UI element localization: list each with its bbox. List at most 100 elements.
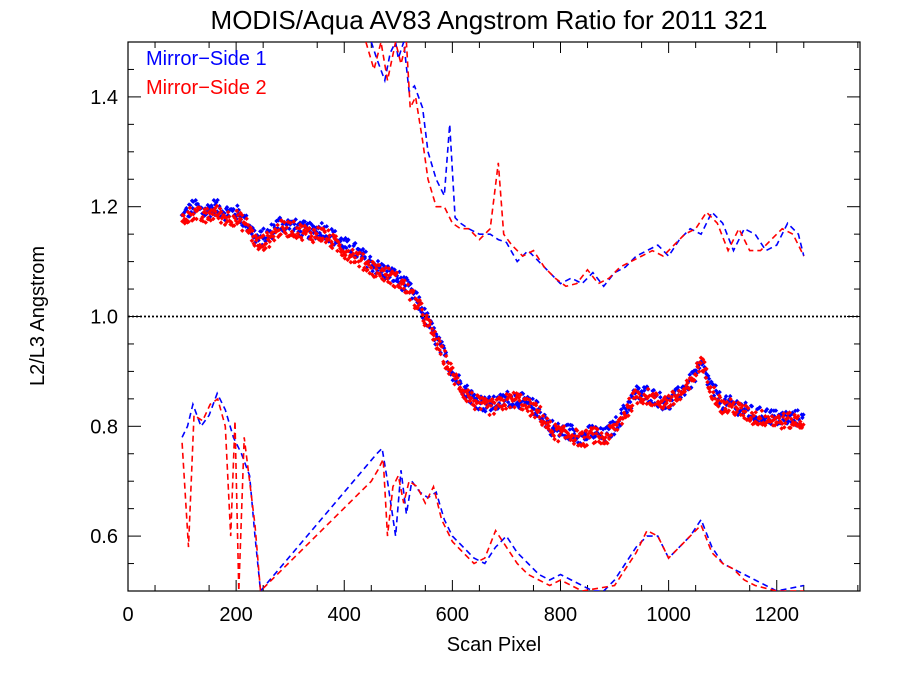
series-2-point <box>439 344 445 349</box>
series-2-point <box>353 259 358 265</box>
series-2-point <box>692 377 697 383</box>
series-2-point <box>405 282 411 287</box>
series-2-point <box>376 262 382 268</box>
y-tick-label: 1.2 <box>90 197 118 219</box>
series-2-point <box>493 405 499 410</box>
series-2-point <box>240 228 245 233</box>
series-2-point <box>533 403 539 408</box>
x-tick-label: 1000 <box>646 604 691 626</box>
series-2-point <box>520 407 525 412</box>
series-2-point <box>637 391 642 397</box>
series-2-point <box>398 285 403 290</box>
series-2-point <box>456 380 461 385</box>
series-1-upper-line <box>370 42 805 288</box>
series-1-point <box>773 408 779 413</box>
series-2 <box>180 42 806 591</box>
series-2-point <box>488 403 494 408</box>
series-2-point <box>605 440 610 446</box>
series-2-point <box>632 388 638 393</box>
series-2-point <box>309 233 314 239</box>
series-2-point <box>731 400 737 405</box>
series-2-point <box>728 396 733 402</box>
series-2-point <box>635 400 640 406</box>
series-2-point <box>783 420 788 426</box>
series-2-point <box>716 404 721 409</box>
series-2-point <box>512 405 517 410</box>
series-2-point <box>283 231 288 236</box>
series-1-point <box>723 394 729 399</box>
series-2-point <box>299 223 305 229</box>
series-2-point <box>437 339 443 344</box>
y-axis: 0.6 0.8 1.0 1.2 1.4 <box>90 68 860 565</box>
series-2-point <box>561 424 567 429</box>
series-2-point <box>795 413 801 419</box>
series-2-point <box>546 426 551 432</box>
series-1-point <box>567 427 573 432</box>
series-2-point <box>776 415 782 421</box>
y-tick-label: 0.8 <box>90 416 118 438</box>
x-tick-label: 400 <box>328 604 361 626</box>
series-2-point <box>291 219 297 224</box>
series-2-point <box>572 437 578 443</box>
series-2-point <box>594 431 599 436</box>
series-1-point <box>367 254 373 260</box>
series-2-point <box>659 398 665 404</box>
series-1-point <box>346 237 351 242</box>
y-axis-label: L2/L3 Angstrom <box>27 246 49 386</box>
series-1-point <box>235 203 240 208</box>
series-2-point <box>501 398 506 403</box>
series-2-point <box>525 408 531 414</box>
y-tick-label: 0.6 <box>90 526 118 548</box>
series-2-point <box>735 406 741 412</box>
series-2-point <box>381 278 387 283</box>
series-1-point <box>749 404 755 409</box>
series-1-point <box>416 295 422 300</box>
series-1-point <box>795 408 800 413</box>
series-2-point <box>612 427 617 432</box>
series-1-point <box>651 387 657 393</box>
series-1-point <box>743 400 748 405</box>
series-2-point <box>551 433 557 439</box>
series-2-point <box>356 264 362 269</box>
x-tick-label: 600 <box>436 604 469 626</box>
series-2-point <box>785 415 791 420</box>
series-2-point <box>758 416 763 421</box>
series-2-point <box>751 413 756 418</box>
series-2-point <box>654 392 660 398</box>
series-2-point <box>448 361 454 366</box>
series-2-point <box>702 359 707 365</box>
series-1-point <box>414 290 420 295</box>
series-2-point <box>422 323 427 328</box>
series-2-point <box>507 405 513 410</box>
series-2-point <box>310 239 316 245</box>
series-2-point <box>574 428 580 433</box>
series-2-point <box>381 268 386 273</box>
series-2-point <box>801 422 806 427</box>
series-2-point <box>748 416 754 422</box>
series-2-point <box>492 400 497 406</box>
series-2-point <box>276 227 282 233</box>
series-2-point <box>753 410 758 415</box>
series-2-point <box>584 442 590 448</box>
series-2-point <box>780 414 786 420</box>
series-2-point <box>590 431 596 437</box>
series-2-point <box>614 422 619 428</box>
series-2-point <box>664 400 669 406</box>
series-2-point <box>537 414 542 420</box>
series-2-point <box>593 439 598 445</box>
x-tick-label: 0 <box>122 604 133 626</box>
series-2-point <box>769 414 775 419</box>
series-2-point <box>502 402 508 408</box>
x-tick-label: 200 <box>219 604 252 626</box>
series-2-point <box>388 281 393 286</box>
x-tick-label: 800 <box>544 604 577 626</box>
series-2-point <box>218 220 224 225</box>
series-2-point <box>452 381 457 387</box>
series-2-point <box>438 351 443 357</box>
series-2-point <box>386 266 392 271</box>
series-1-point <box>658 395 663 400</box>
chart-title: MODIS/Aqua AV83 Angstrom Ratio for 2011 … <box>211 5 768 35</box>
series-2-point <box>450 365 455 371</box>
series-1-point <box>764 407 770 412</box>
series-2-point <box>394 270 400 275</box>
